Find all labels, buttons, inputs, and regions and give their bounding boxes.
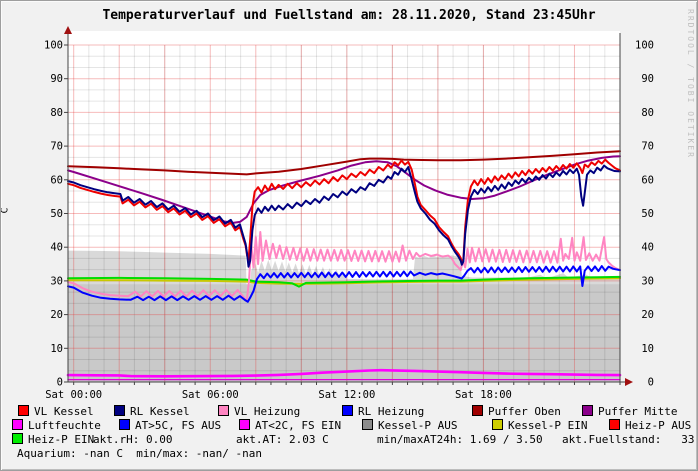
y-tick-label-right: 30 <box>641 275 654 287</box>
y-tick-label-right: 100 <box>635 40 654 52</box>
legend-label: VL Heizung <box>234 405 301 418</box>
legend-label: akt.rH: 0.00 <box>93 433 173 446</box>
y-tick-label-left: 60 <box>50 174 63 186</box>
rl-kessel-line <box>67 164 621 268</box>
legend-swatch <box>18 405 29 416</box>
graph-title: Temperaturverlauf und Fuellstand am: 28.… <box>102 8 596 23</box>
legend-swatch <box>492 419 503 430</box>
y-tick-label-left: 30 <box>50 275 63 287</box>
puffer-oben-line <box>67 150 621 176</box>
legend-label: Puffer Mitte <box>598 405 678 418</box>
rrdtool-watermark: RRDTOOL / TOBI OETIKER <box>686 9 695 159</box>
y-tick-label-left: 50 <box>50 208 63 220</box>
legend-swatch <box>12 419 23 430</box>
legend-stat: Aquarium: -nan C min/max: -nan/ -nan <box>17 447 262 460</box>
y-tick-label-left: 20 <box>50 309 63 321</box>
legend-item: Heiz-P AUS <box>609 419 691 432</box>
legend-stat: akt.AT: 2.03 C <box>236 433 329 446</box>
y-tick-label-right: 50 <box>641 208 654 220</box>
legend-label: Puffer Oben <box>488 405 561 418</box>
legend-item: VL Kessel <box>18 405 94 418</box>
y-tick-label-right: 60 <box>641 174 654 186</box>
y-tick-label-right: 0 <box>648 377 654 389</box>
legend-label: AT<2C, FS EIN <box>255 419 342 432</box>
legend-label: VL Kessel <box>34 405 94 418</box>
y-tick-label-right: 40 <box>641 242 654 254</box>
legend-swatch <box>472 405 483 416</box>
y-tick-label-left: 100 <box>44 40 63 52</box>
legend-label: RL Heizung <box>358 405 425 418</box>
legend-item: AT<2C, FS EIN <box>239 419 341 432</box>
legend-swatch <box>609 419 620 430</box>
legend-swatch <box>239 419 250 430</box>
vl-heizung-line <box>67 231 621 303</box>
legend-stat: akt.Fuellstand: 33 <box>562 433 694 446</box>
legend-swatch <box>114 405 125 416</box>
y-tick-label-right: 90 <box>641 73 654 85</box>
legend-item: Luftfeuchte <box>12 419 101 432</box>
y-tick-label-right: 10 <box>641 343 654 355</box>
y-tick-label-right: 20 <box>641 309 654 321</box>
y-tick-label-left: 90 <box>50 73 63 85</box>
legend-swatch <box>119 419 130 430</box>
legend-item: Kessel-P AUS <box>362 419 457 432</box>
vl-kessel-line <box>67 158 621 264</box>
legend-item: RL Kessel <box>114 405 190 418</box>
y-tick-label-left: 10 <box>50 343 63 355</box>
legend-item: Puffer Mitte <box>582 405 677 418</box>
legend-swatch <box>362 419 373 430</box>
legend-swatch <box>582 405 593 416</box>
legend-swatch <box>218 405 229 416</box>
legend-item: Puffer Oben <box>472 405 561 418</box>
x-tick-label: Sat 18:00 <box>455 389 512 401</box>
legend-item: Kessel-P EIN <box>492 419 587 432</box>
y-axis-arrow <box>64 26 72 34</box>
y-tick-label-left: 40 <box>50 242 63 254</box>
legend-label: min/maxAT24h: 1.69 / 3.50 <box>377 433 543 446</box>
legend-swatch <box>342 405 353 416</box>
y-tick-label-left: 80 <box>50 107 63 119</box>
aussentemperatur-line <box>66 368 622 378</box>
legend-label: Aquarium: -nan C min/max: -nan/ -nan <box>17 447 263 460</box>
y-tick-label-right: 80 <box>641 107 654 119</box>
x-tick-label: Sat 12:00 <box>318 389 375 401</box>
legend-swatch <box>12 433 23 444</box>
x-tick-label: Sat 00:00 <box>45 389 102 401</box>
x-axis-arrow <box>625 378 633 386</box>
legend-item: VL Heizung <box>218 405 300 418</box>
legend-item: RL Heizung <box>342 405 424 418</box>
chart-plot: 0 0 10 10 20 20 30 30 40 40 50 50 60 60 70 70 80 80 90 90 10… <box>44 26 654 401</box>
y-tick-label-right: 70 <box>641 141 654 153</box>
legend-label: Kessel-P AUS <box>378 419 458 432</box>
legend-label: akt.Fuellstand: 33 <box>562 433 695 446</box>
legend-stat: akt.rH: 0.00 <box>93 433 172 446</box>
legend-label: AT>5C, FS AUS <box>135 419 222 432</box>
legend-label: Luftfeuchte <box>28 419 101 432</box>
legend-item: Heiz-P EIN <box>12 433 94 446</box>
legend-label: Heiz-P AUS <box>625 419 692 432</box>
legend-label: RL Kessel <box>130 405 190 418</box>
legend-label: akt.AT: 2.03 C <box>236 433 329 446</box>
x-tick-label: Sat 06:00 <box>182 389 239 401</box>
heiz-p-ein-line <box>67 275 621 288</box>
y-tick-label-left: 70 <box>50 141 63 153</box>
legend-stat: min/maxAT24h: 1.69 / 3.50 <box>377 433 543 446</box>
kessel-p-aus-lower <box>68 284 620 382</box>
y-tick-label-left: 0 <box>57 377 63 389</box>
legend-label: Heiz-P EIN <box>28 433 95 446</box>
rl-heizung-line <box>67 265 621 303</box>
legend-label: Kessel-P EIN <box>508 419 588 432</box>
legend-item: AT>5C, FS AUS <box>119 419 221 432</box>
